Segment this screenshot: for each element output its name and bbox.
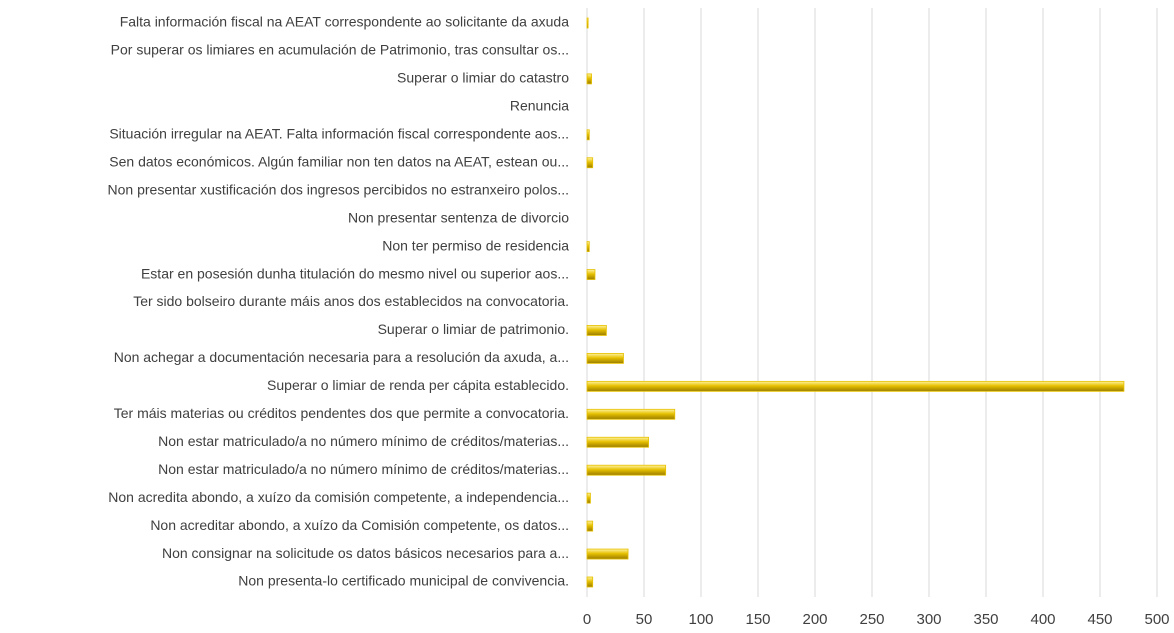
x-tick-label: 250 <box>859 611 884 628</box>
y-tick-label: Por superar os limiares en acumulación d… <box>111 42 569 58</box>
x-tick-label: 150 <box>745 611 770 628</box>
bar <box>586 492 591 504</box>
y-tick-label: Non estar matriculado/a no número mínimo… <box>158 461 569 477</box>
y-tick-label: Non estar matriculado/a no número mínimo… <box>158 433 569 449</box>
y-tick-label: Non presentar sentenza de divorcio <box>348 209 569 225</box>
x-tick-label: 200 <box>802 611 827 628</box>
y-tick-label: Superar o limiar de renda per cápita est… <box>267 377 569 393</box>
bar <box>586 325 607 336</box>
bar <box>586 17 589 29</box>
y-tick-label: Sen datos económicos. Algún familiar non… <box>109 153 569 169</box>
y-tick-label: Non ter permiso de residencia <box>382 237 569 253</box>
y-tick-label: Renuncia <box>510 98 569 114</box>
x-tick-label: 100 <box>688 611 713 628</box>
x-tick-label: 500 <box>1144 611 1169 628</box>
x-tick-label: 300 <box>916 611 941 628</box>
y-tick-label: Non consignar na solicitude os datos bás… <box>162 545 569 561</box>
bar <box>586 241 590 253</box>
y-tick-label: Non presenta-lo certificado municipal de… <box>238 573 569 589</box>
x-tick-label: 0 <box>583 611 591 628</box>
y-tick-label: Non presentar xustificación dos ingresos… <box>108 181 569 197</box>
bar <box>586 157 594 169</box>
y-tick-label: Non achegar a documentación necesaria pa… <box>114 349 569 365</box>
bar <box>586 269 596 280</box>
x-tick-label: 350 <box>973 611 998 628</box>
bar <box>586 408 676 420</box>
bar <box>586 436 649 448</box>
y-tick-label: Superar o limiar do catastro <box>397 70 569 86</box>
y-tick-label: Ter sido bolseiro durante máis anos dos … <box>133 293 569 309</box>
bar <box>586 576 594 588</box>
y-tick-label: Ter máis materias ou créditos pendentes … <box>114 405 569 421</box>
bar <box>586 129 590 141</box>
x-tick-label: 450 <box>1087 611 1112 628</box>
bar <box>586 548 629 560</box>
bar <box>586 520 594 532</box>
y-tick-label: Superar o limiar de patrimonio. <box>378 321 569 337</box>
bar <box>586 464 667 476</box>
y-tick-label: Non acreditar abondo, a xuízo da Comisió… <box>150 517 569 533</box>
x-tick-label: 50 <box>636 611 653 628</box>
bar <box>586 380 1125 392</box>
y-tick-label: Falta información fiscal na AEAT corresp… <box>120 14 570 30</box>
bar <box>586 352 624 364</box>
y-tick-label: Situación irregular na AEAT. Falta infor… <box>109 126 569 142</box>
y-tick-label: Non acredita abondo, a xuízo da comisión… <box>108 489 569 505</box>
bar <box>586 73 592 85</box>
y-tick-label: Estar en posesión dunha titulación do me… <box>141 265 569 281</box>
x-tick-label: 400 <box>1030 611 1055 628</box>
